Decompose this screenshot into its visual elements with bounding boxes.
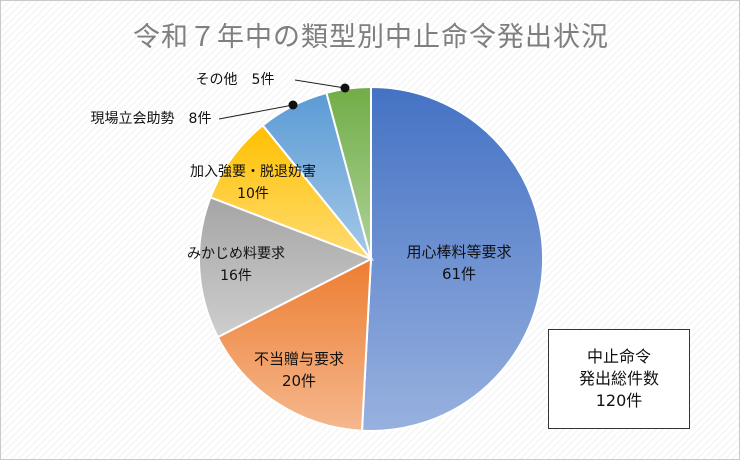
slice-value-label: 61件 (442, 265, 476, 283)
slice-label: 用心棒料等要求 (406, 243, 511, 261)
leader-line (294, 79, 346, 89)
slice-label: 不当贈与要求 (254, 350, 344, 368)
leader-dot (288, 100, 298, 110)
pie-slice (216, 257, 373, 432)
total-label-line2: 発出総件数 (578, 369, 659, 388)
slice-value-label: 20件 (282, 372, 316, 390)
pie-slice (360, 85, 545, 432)
slice-label: みかじめ料要求 (187, 246, 285, 262)
slice-value-label: 10件 (237, 186, 269, 202)
slice-label: その他 5件 (196, 72, 275, 88)
leader-line (218, 104, 294, 120)
total-label-line1: 中止命令 (586, 347, 651, 366)
slice-label: 現場立会助勢 8件 (91, 111, 212, 127)
pie-slice (198, 196, 374, 339)
chart-title: 令和７年中の類型別中止命令発出状況 (133, 22, 609, 53)
slice-value-label: 16件 (220, 268, 252, 284)
total-value: 120件 (595, 391, 643, 410)
slice-label: 加入強要・脱退妨害 (190, 164, 316, 180)
pie-slice (209, 123, 375, 262)
total-count-box: 中止命令 発出総件数 120件 (548, 329, 690, 429)
leader-dot (340, 83, 350, 93)
